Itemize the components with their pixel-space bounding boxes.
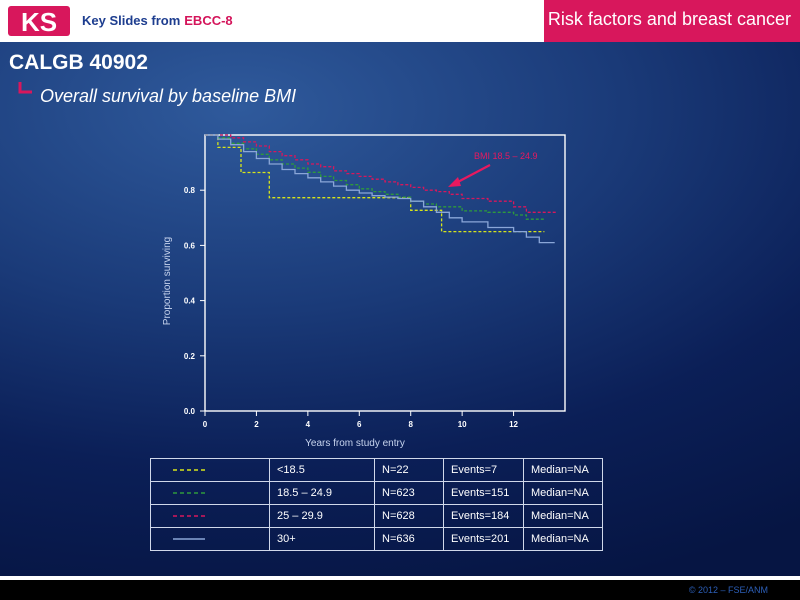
x-tick-label: 6 (357, 420, 362, 429)
annotation-arrow-shaft (453, 164, 491, 185)
x-tick-label: 2 (254, 420, 259, 429)
x-axis-label: Years from study entry (305, 438, 405, 449)
y-tick-label: 0.0 (184, 407, 196, 416)
legend-row: 25 – 29.9 N=628 Events=184 Median=NA (150, 504, 603, 528)
survival-curve-series-0 (205, 134, 545, 233)
survival-curve-series-1 (205, 134, 545, 220)
key-slides-text: Key Slides from (82, 13, 181, 28)
y-tick-label: 0.8 (184, 186, 196, 195)
plot-frame (204, 134, 566, 412)
legend-swatch (173, 492, 205, 494)
topic-banner: Risk factors and breast cancer (544, 0, 800, 42)
legend-events-value: Events=184 (443, 504, 524, 528)
footer-bar: © 2012 – FSE/ANM (0, 580, 800, 600)
survival-chart: 0.0 0.2 0.4 0.6 0.8 0 2 4 6 8 10 12 Years from study… (162, 134, 566, 449)
x-tick-label: 4 (306, 420, 311, 429)
y-axis-label: Proportion surviving (162, 237, 173, 325)
legend-events-value: Events=201 (443, 527, 524, 551)
ks-logo: KS (8, 6, 70, 37)
survival-curve-series-3 (205, 134, 555, 244)
legend-events-value: Events=151 (443, 481, 524, 505)
legend-swatch-cell (150, 458, 270, 482)
legend-table: <18.5 N=22 Events=7 Median=NA 18.5 – 24.9 N=6… (150, 458, 603, 551)
legend-swatch (173, 469, 205, 471)
legend-median-value: Median=NA (523, 458, 603, 482)
legend-n-value: N=636 (374, 527, 444, 551)
copyright-text: © 2012 – FSE/ANM (688, 585, 768, 595)
survival-curve-series-2 (205, 134, 558, 213)
logo-text: KS (21, 7, 57, 37)
y-tick-label: 0.4 (184, 297, 196, 306)
x-tick-label: 0 (203, 420, 208, 429)
legend-n-value: N=623 (374, 481, 444, 505)
legend-group-label: 25 – 29.9 (269, 504, 375, 528)
x-tick-label: 10 (458, 420, 467, 429)
legend-swatch (173, 538, 205, 540)
slide-title: CALGB 40902 (9, 51, 148, 74)
legend-median-value: Median=NA (523, 504, 603, 528)
legend-group-label: <18.5 (269, 458, 375, 482)
bullet-corner-icon (18, 82, 32, 94)
y-tick-label: 0.6 (184, 241, 196, 250)
legend-events-value: Events=7 (443, 458, 524, 482)
legend-median-value: Median=NA (523, 527, 603, 551)
header-bar: KS Key Slides from EBCC-8 Risk factors an… (0, 0, 800, 42)
slide-subtitle: Overall survival by baseline BMI (40, 86, 297, 106)
annotation-bmi-label: BMI 18.5 – 24.9 (474, 151, 538, 161)
legend-swatch-cell (150, 527, 270, 551)
legend-row: <18.5 N=22 Events=7 Median=NA (150, 458, 603, 482)
legend-row: 18.5 – 24.9 N=623 Events=151 Median=NA (150, 481, 603, 505)
legend-row: 30+ N=636 Events=201 Median=NA (150, 527, 603, 551)
legend-swatch-cell (150, 481, 270, 505)
legend-n-value: N=628 (374, 504, 444, 528)
legend-group-label: 30+ (269, 527, 375, 551)
annotation-arrow-head (448, 177, 461, 187)
x-tick-label: 8 (408, 420, 413, 429)
legend-swatch (173, 515, 205, 517)
footer-divider (0, 576, 800, 580)
conference-name: EBCC-8 (184, 13, 233, 28)
topic-title: Risk factors and breast cancer (547, 9, 791, 29)
key-slides-label: Key Slides from EBCC-8 (82, 13, 233, 28)
legend-swatch-cell (150, 504, 270, 528)
y-tick-label: 0.2 (184, 352, 196, 361)
legend-group-label: 18.5 – 24.9 (269, 481, 375, 505)
legend-median-value: Median=NA (523, 481, 603, 505)
legend-n-value: N=22 (374, 458, 444, 482)
x-tick-label: 12 (509, 420, 518, 429)
